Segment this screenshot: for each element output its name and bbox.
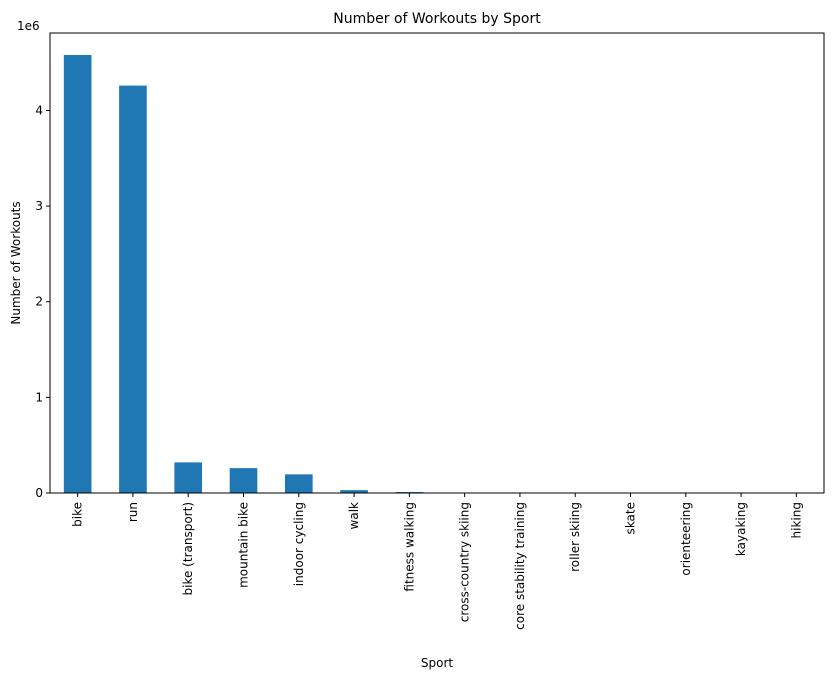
x-axis: bike run bike (transport) mountain bike indo… xyxy=(71,493,803,630)
bar-bike xyxy=(63,54,92,493)
bar-indoor-cycling xyxy=(284,474,313,493)
bar-walk xyxy=(340,490,368,493)
x-tick-label: roller skiing xyxy=(568,502,582,572)
x-tick-label: cross-country skiing xyxy=(458,502,472,622)
chart-title: Number of Workouts by Sport xyxy=(333,11,541,27)
x-tick-label: kayaking xyxy=(734,502,748,556)
x-tick-label: fitness walking xyxy=(402,502,416,592)
x-tick-label: bike (transport) xyxy=(181,502,195,595)
y-offset-label: 1e6 xyxy=(17,19,40,33)
y-axis: 0 1 2 3 4 xyxy=(35,103,50,500)
bar-mountain-bike xyxy=(229,468,258,493)
x-tick-label: core stability training xyxy=(513,502,527,630)
y-tick-label: 0 xyxy=(35,486,43,500)
bar-run xyxy=(119,85,147,493)
x-tick-label: orienteering xyxy=(679,502,693,576)
x-tick-label: skate xyxy=(624,502,638,534)
x-tick-label: bike xyxy=(71,502,85,527)
x-tick-label: hiking xyxy=(789,502,803,538)
x-axis-label: Sport xyxy=(421,656,454,670)
y-tick-label: 1 xyxy=(35,390,43,404)
x-tick-label: run xyxy=(126,502,140,522)
bar-bike-transport- xyxy=(174,462,203,493)
x-tick-label: indoor cycling xyxy=(292,502,306,586)
y-axis-label: Number of Workouts xyxy=(9,201,23,324)
y-tick-label: 4 xyxy=(35,103,43,117)
x-tick-label: walk xyxy=(347,502,361,530)
x-tick-label: mountain bike xyxy=(237,502,251,588)
y-tick-label: 3 xyxy=(35,199,43,213)
plot-frame xyxy=(49,32,825,494)
y-tick-label: 2 xyxy=(35,295,43,309)
bars xyxy=(63,54,811,493)
